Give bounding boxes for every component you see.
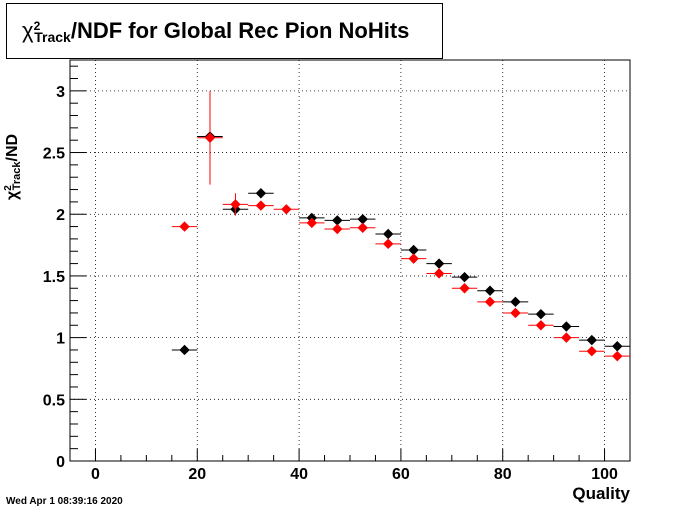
x-tick-label: 60 xyxy=(392,466,410,483)
plot-frame xyxy=(69,59,631,462)
data-point xyxy=(408,244,419,256)
data-point xyxy=(612,341,623,352)
ylabel-sub: Track xyxy=(11,161,23,191)
chart-title: χ2Track/NDF for Global Rec Pion NoHits xyxy=(22,18,410,45)
data-point xyxy=(484,296,496,308)
data-point xyxy=(561,321,572,332)
data-point xyxy=(535,320,547,331)
x-tick-label: 0 xyxy=(91,466,100,483)
data-point xyxy=(433,258,445,269)
data-point xyxy=(586,345,598,357)
data-point xyxy=(332,215,343,226)
y-tick-label: 0 xyxy=(56,454,65,471)
data-point xyxy=(332,223,343,235)
x-tick-label: 100 xyxy=(591,466,618,483)
y-tick-label: 3 xyxy=(56,84,65,101)
data-point xyxy=(382,228,394,240)
data-point xyxy=(433,268,445,279)
x-tick-label: 20 xyxy=(188,466,206,483)
y-tick-label: 2.5 xyxy=(43,146,65,163)
data-point xyxy=(535,308,547,320)
y-tick-label: 2 xyxy=(56,207,65,224)
data-point xyxy=(230,199,241,210)
ylabel-rest: /ND xyxy=(4,133,21,162)
data-point xyxy=(586,334,598,346)
ylabel-chi: χ xyxy=(4,190,21,200)
data-markers xyxy=(171,90,630,362)
data-point xyxy=(459,283,470,294)
data-point xyxy=(459,271,470,283)
grid-lines xyxy=(70,60,630,461)
data-point xyxy=(612,350,623,362)
title-chi-symbol: χ xyxy=(22,18,34,43)
series-1-group xyxy=(171,90,630,362)
title-rest: /NDF for Global Rec Pion NoHits xyxy=(70,18,410,43)
data-point xyxy=(255,200,267,211)
data-point xyxy=(510,296,521,308)
y-tick-label: 1.5 xyxy=(43,269,65,286)
data-point xyxy=(281,204,292,215)
chart-title-box: χ2Track/NDF for Global Rec Pion NoHits xyxy=(6,3,443,59)
title-superscript: 2 xyxy=(33,19,41,33)
data-point xyxy=(306,217,318,229)
data-point xyxy=(382,238,394,250)
data-point xyxy=(408,253,419,264)
data-point xyxy=(179,221,190,232)
data-point xyxy=(357,213,368,225)
data-point xyxy=(510,307,521,319)
x-tick-label: 40 xyxy=(290,466,308,483)
data-point xyxy=(357,222,368,234)
axes: 0 20 40 60 80 100 0 0.5 1 1.5 2 2.5 3 xyxy=(43,59,631,483)
data-point xyxy=(255,188,267,199)
series-0-group xyxy=(171,131,630,356)
data-point xyxy=(179,344,190,356)
y-tick-label: 0.5 xyxy=(43,392,65,409)
data-point xyxy=(561,332,572,343)
x-axis-label: Quality xyxy=(572,484,630,503)
y-axis-label: χ2Track/ND xyxy=(3,133,23,200)
data-point xyxy=(484,285,496,296)
x-tick-label: 80 xyxy=(494,466,512,483)
data-point xyxy=(204,132,216,143)
date-stamp: Wed Apr 1 08:39:16 2020 xyxy=(6,496,123,507)
title-subscript: Track xyxy=(34,29,71,45)
y-tick-label: 1 xyxy=(56,331,65,348)
